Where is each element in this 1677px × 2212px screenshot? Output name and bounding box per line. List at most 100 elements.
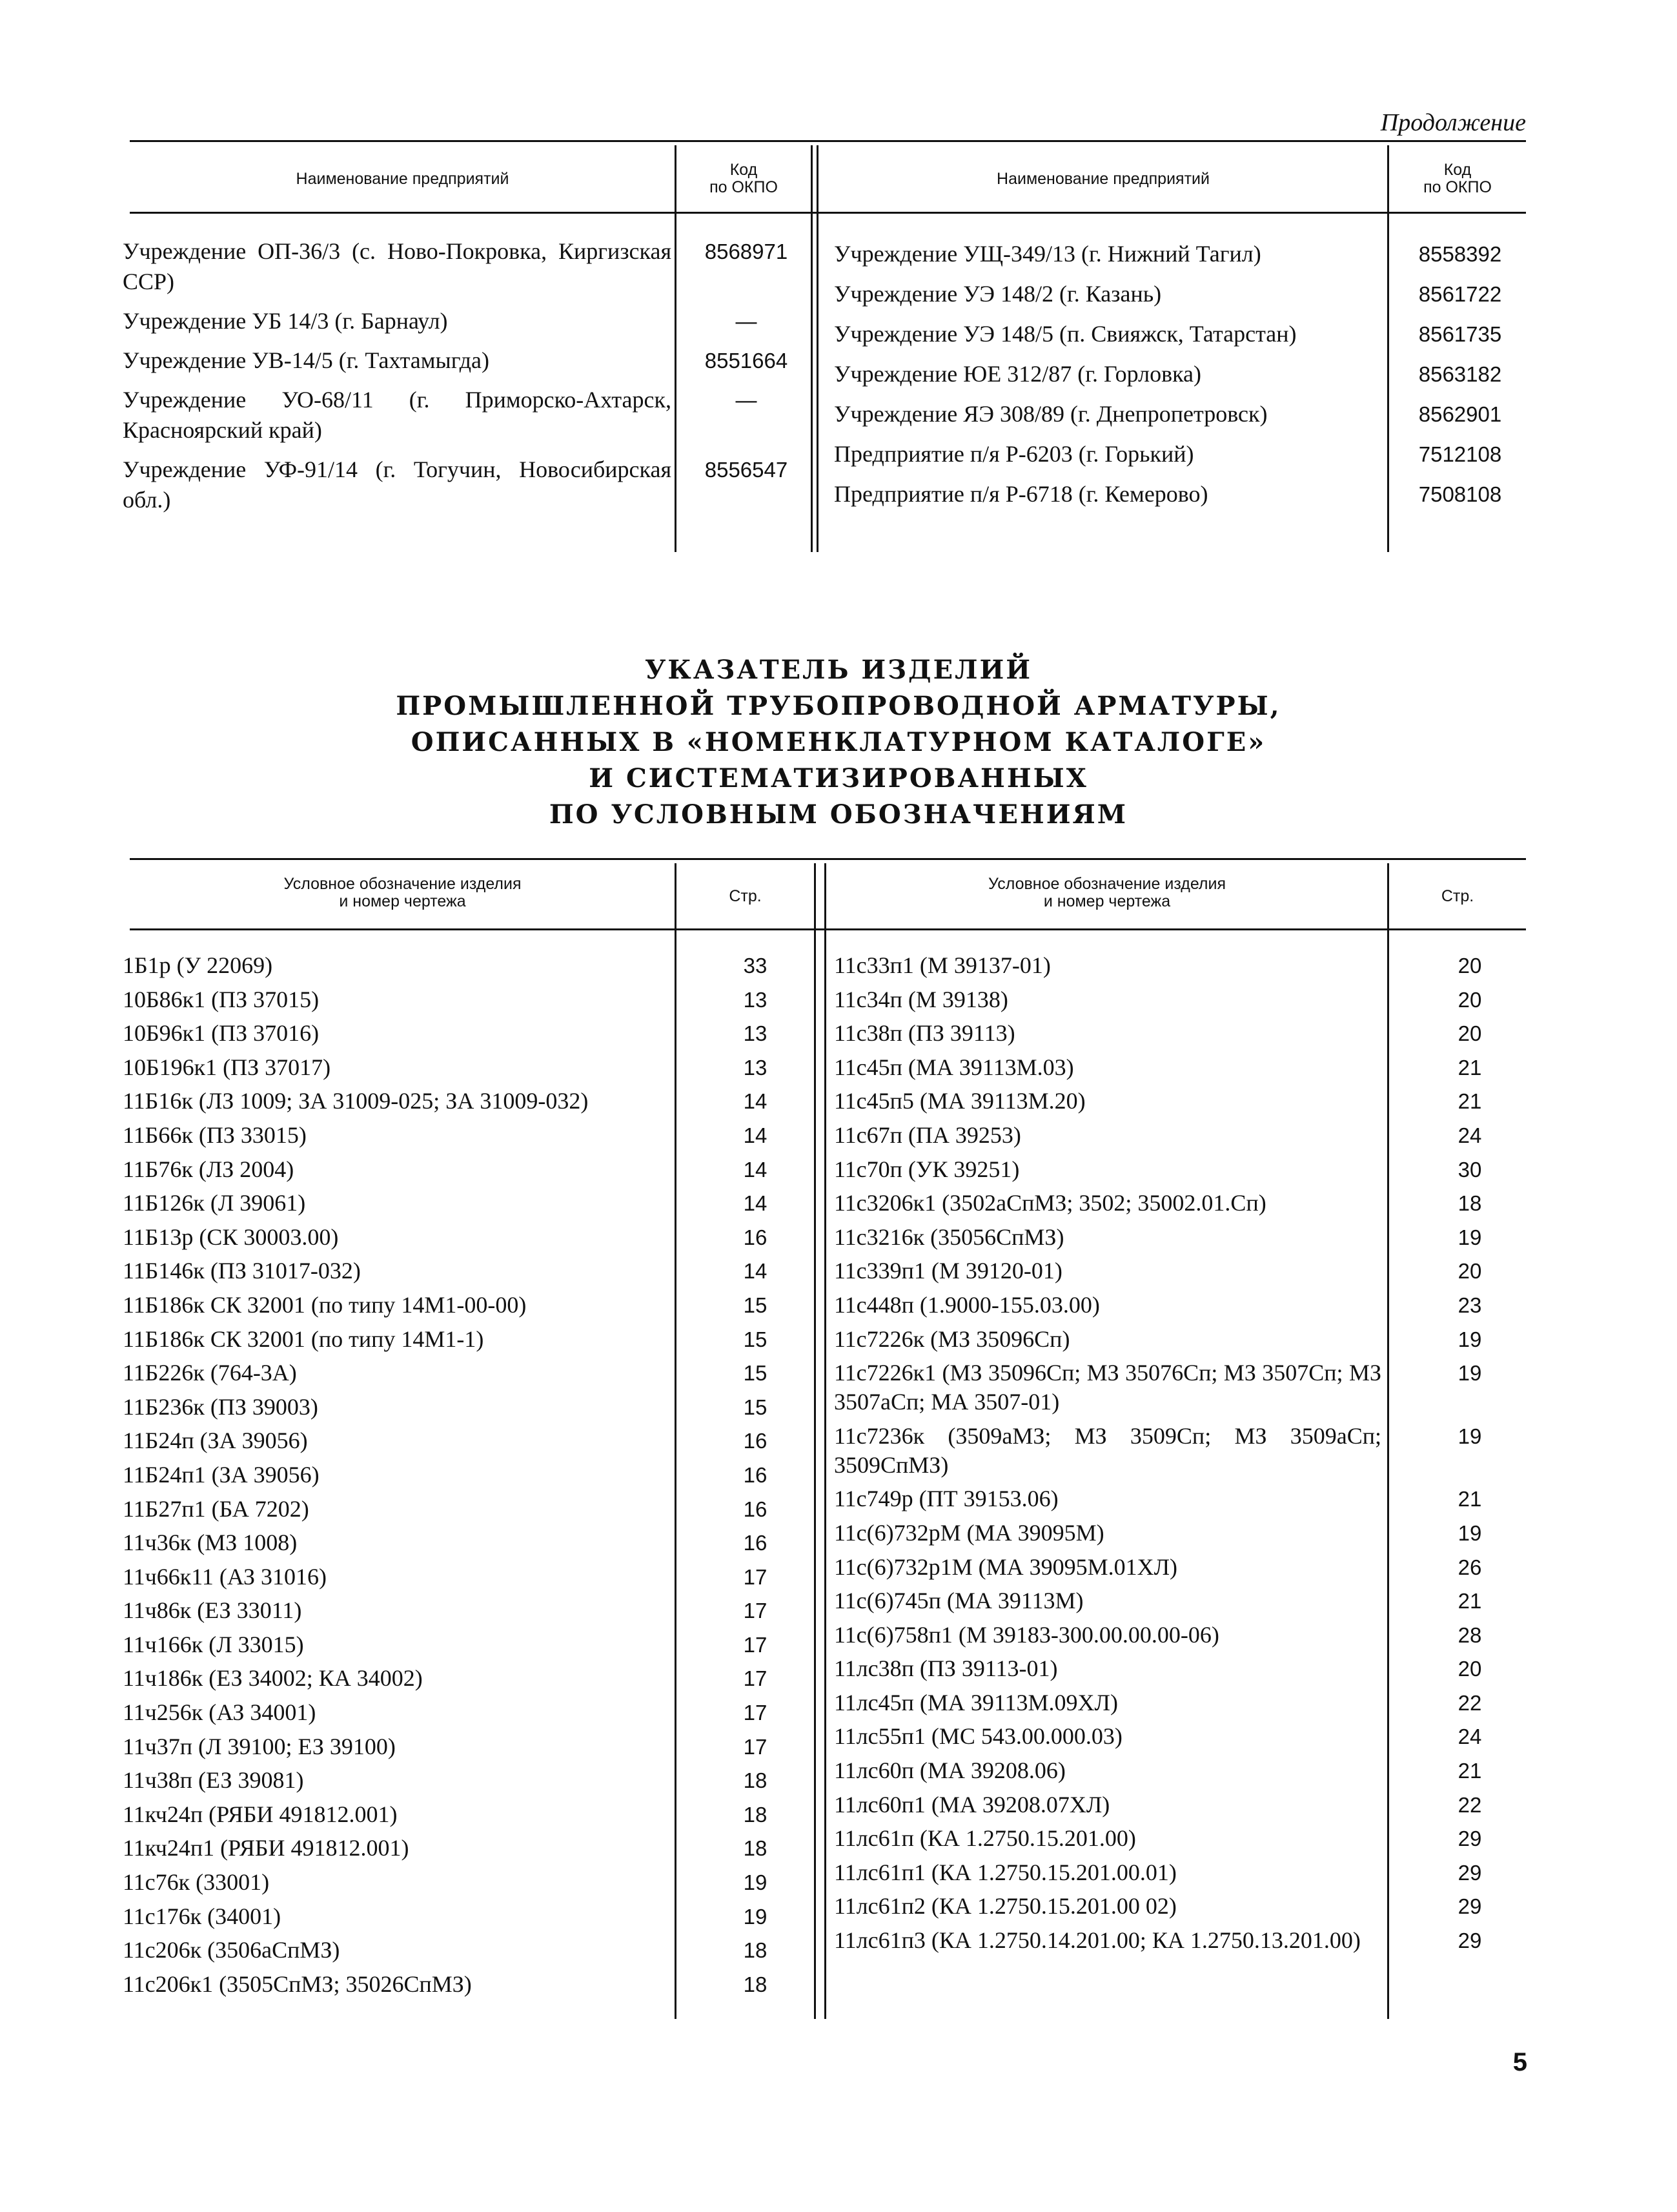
table-row: Учреждение УВ-14/5 (г. Тахтамыгда) 855166… <box>123 345 788 376</box>
page-ref: 18 <box>1458 1191 1482 1216</box>
item-designation: 10Б96к1 (ПЗ 37016) <box>123 1020 320 1047</box>
page-ref: 30 <box>1458 1157 1482 1182</box>
item-designation: 11Б186к СК 32001 (по типу 14М1-1) <box>123 1326 484 1352</box>
table-row: 11Б13р (СК 30003.00) 16 <box>123 1223 820 1257</box>
item-designation: 11Б24п (ЗА 39056) <box>123 1428 308 1454</box>
table-row: 11с45п (МА 39113М.03) 21 <box>834 1053 1534 1087</box>
enterprise-name: Учреждение УВ-14/5 (г. Тахтамыгда) <box>123 347 489 373</box>
header-code: Код по ОКПО <box>1389 161 1526 196</box>
item-designation: 11Б27п1 (БА 7202) <box>123 1495 309 1522</box>
item-designation: 11с206к (3506аСпМЗ) <box>123 1937 340 1963</box>
table-row: Учреждение УЭ 148/5 (п. Свияжск, Татарст… <box>834 319 1501 349</box>
table-row: 11кч24п (РЯБИ 491812.001) 18 <box>123 1800 820 1834</box>
item-designation: 11лс61п2 (КА 1.2750.15.201.00 02) <box>834 1893 1177 1920</box>
page-ref: 29 <box>1458 1929 1482 1953</box>
okpo-code: 7508108 <box>1418 482 1502 506</box>
item-designation: 11лс55п1 (МС 543.00.000.03) <box>834 1723 1123 1750</box>
page-ref: 21 <box>1458 1055 1482 1080</box>
header-code: Код по ОКПО <box>676 161 811 196</box>
item-designation: 11ч186к (ЕЗ 34002; КА 34002) <box>123 1665 423 1692</box>
page-ref: 19 <box>1458 1361 1482 1386</box>
page-ref: 16 <box>743 1429 767 1453</box>
item-designation: 11лс60п (МА 39208.06) <box>834 1757 1066 1784</box>
item-designation: 11с7236к (3509аМЗ; МЗ 3509Сп; МЗ 3509аСп… <box>834 1422 1381 1478</box>
page-ref: 19 <box>1458 1225 1482 1249</box>
item-designation: 11с(6)732р1М (МА 39095М.01ХЛ) <box>834 1553 1178 1580</box>
table-row: 11Б186к СК 32001 (по типу 14М1-1) 15 <box>123 1325 820 1359</box>
table-row: 11ч166к (Л 33015) 17 <box>123 1630 820 1664</box>
page-ref: 20 <box>1458 1259 1482 1284</box>
column-divider <box>817 145 818 552</box>
table-row: 11лс60п (МА 39208.06) 21 <box>834 1756 1534 1790</box>
item-designation: 11Б24п1 (ЗА 39056) <box>123 1461 320 1488</box>
header-name: Наименование предприятий <box>997 170 1210 188</box>
item-designation: 11лс61п1 (КА 1.2750.15.201.00.01) <box>834 1859 1177 1885</box>
item-designation: 11лс38п (ПЗ 39113-01) <box>834 1655 1058 1682</box>
page-ref: 13 <box>743 1021 767 1046</box>
item-designation: 11лс60п1 (МА 39208.07ХЛ) <box>834 1791 1110 1818</box>
table-row: 11с749р (ПТ 39153.06) 21 <box>834 1484 1534 1519</box>
table-row: 11лс61п3 (КА 1.2750.14.201.00; КА 1.2750… <box>834 1926 1534 1960</box>
column-divider <box>675 863 676 2019</box>
item-designation: 10Б196к1 (ПЗ 37017) <box>123 1054 331 1080</box>
item-designation: 11Б226к (764-3А) <box>123 1360 297 1386</box>
item-designation: 11ч256к (АЗ 34001) <box>123 1699 316 1726</box>
table-row: 11с45п5 (МА 39113М.20) 21 <box>834 1087 1534 1121</box>
table-row: 11с7226к (МЗ 35096Сп) 19 <box>834 1325 1534 1359</box>
table-row: 11лс38п (ПЗ 39113-01) 20 <box>834 1654 1534 1688</box>
page-ref: 17 <box>743 1666 767 1691</box>
enterprise-name: Учреждение УБ 14/3 (г. Барнаул) <box>123 308 448 334</box>
item-designation: 11Б236к (ПЗ 39003) <box>123 1393 318 1420</box>
enterprise-name: Учреждение УЩ-349/13 (г. Нижний Тагил) <box>834 241 1261 267</box>
table-row: Учреждение ОП-36/3 (с. Ново-Покровка, Ки… <box>123 236 788 297</box>
table-row: Учреждение УЩ-349/13 (г. Нижний Тагил) 85… <box>834 239 1501 269</box>
page-ref: 29 <box>1458 1894 1482 1919</box>
item-designation: 11с3216к (35056СпМЗ) <box>834 1224 1064 1250</box>
page-ref: 16 <box>743 1462 767 1487</box>
table-row: 11кч24п1 (РЯБИ 491812.001) 18 <box>123 1834 820 1868</box>
page-ref: 20 <box>1458 1021 1482 1046</box>
header-name: Наименование предприятий <box>296 170 509 188</box>
okpo-code: 8561735 <box>1418 322 1502 346</box>
page-ref: 17 <box>743 1564 767 1589</box>
title-line: ПО УСЛОВНЫМ ОБОЗНАЧЕНИЯМ <box>549 799 1128 830</box>
okpo-code: 8563182 <box>1418 362 1502 386</box>
item-designation: 11с76к (33001) <box>123 1869 270 1896</box>
item-designation: 11с7226к1 (МЗ 35096Сп; МЗ 35076Сп; МЗ 35… <box>834 1360 1381 1415</box>
column-divider <box>1387 863 1389 2019</box>
enterprises-left-column: Учреждение ОП-36/3 (с. Ново-Покровка, Ки… <box>123 236 837 524</box>
item-designation: 1Б1р (У 22069) <box>123 952 273 978</box>
page-ref: 15 <box>743 1327 767 1351</box>
page-ref: 29 <box>1458 1860 1482 1885</box>
table-row: Предприятие п/я Р-6718 (г. Кемерово) 7508… <box>834 479 1501 509</box>
page-ref: 17 <box>743 1701 767 1725</box>
item-designation: 11с(6)732рМ (МА 39095М) <box>834 1519 1104 1546</box>
item-designation: 11с339п1 (М 39120-01) <box>834 1258 1062 1284</box>
page-ref: 14 <box>743 1259 767 1284</box>
page-ref: 22 <box>1458 1792 1482 1817</box>
table-row: 11с(6)758п1 (М 39183-300.00.00.00-06) 28 <box>834 1621 1534 1655</box>
table-row: 11Б186к СК 32001 (по типу 14М1-00-00) 15 <box>123 1291 820 1325</box>
page-ref: 17 <box>743 1734 767 1759</box>
page-ref: 19 <box>1458 1424 1482 1448</box>
page-ref: 15 <box>743 1293 767 1317</box>
page-ref: 19 <box>1458 1521 1482 1545</box>
table-row: 11с67п (ПА 39253) 24 <box>834 1121 1534 1155</box>
page-ref: 17 <box>743 1599 767 1623</box>
item-designation: 11с3206к1 (3502аСпМЗ; 3502; 35002.01.Сп) <box>834 1190 1266 1216</box>
page-ref: 17 <box>743 1632 767 1657</box>
table-row: 11с7236к (3509аМЗ; МЗ 3509Сп; МЗ 3509аСп… <box>834 1422 1534 1485</box>
table-row: Учреждение УО-68/11 (г. Приморско-Ахтарс… <box>123 385 757 445</box>
column-divider <box>811 145 813 552</box>
column-divider <box>1387 145 1389 552</box>
page-ref: 20 <box>1458 954 1482 978</box>
okpo-code: 8558392 <box>1418 242 1502 266</box>
page-ref: 20 <box>1458 987 1482 1012</box>
table-row: 11с448п (1.9000-155.03.00) 23 <box>834 1291 1534 1325</box>
item-designation: 11ч38п (ЕЗ 39081) <box>123 1767 304 1794</box>
item-designation: 11с38п (ПЗ 39113) <box>834 1020 1015 1047</box>
table-top-rule <box>130 858 1526 860</box>
enterprise-name: Предприятие п/я Р-6203 (г. Горький) <box>834 441 1194 467</box>
table-row: 11лс60п1 (МА 39208.07ХЛ) 22 <box>834 1790 1534 1825</box>
table-row: 11Б16к (ЛЗ 1009; ЗА 31009-025; ЗА 31009-… <box>123 1087 820 1121</box>
